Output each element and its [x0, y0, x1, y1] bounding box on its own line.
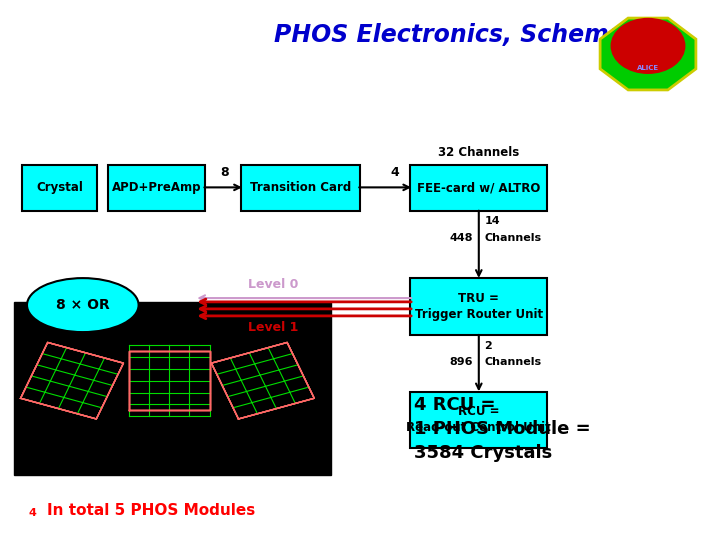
FancyBboxPatch shape: [410, 392, 547, 448]
Text: RCU =
Read-out Control Unit: RCU = Read-out Control Unit: [406, 406, 552, 434]
FancyBboxPatch shape: [108, 165, 205, 211]
Text: Transition Card: Transition Card: [250, 181, 351, 194]
Text: In total 5 PHOS Modules: In total 5 PHOS Modules: [47, 503, 255, 518]
Text: Channels: Channels: [485, 233, 541, 242]
Text: Crystal: Crystal: [36, 181, 83, 194]
Text: 8 × OR: 8 × OR: [56, 298, 109, 312]
Text: ALICE: ALICE: [637, 64, 659, 71]
Text: APD+PreAmp: APD+PreAmp: [112, 181, 202, 194]
Text: 2: 2: [485, 341, 492, 350]
FancyBboxPatch shape: [241, 165, 360, 211]
FancyBboxPatch shape: [22, 165, 97, 211]
Circle shape: [611, 18, 685, 74]
Text: 8: 8: [220, 166, 229, 179]
Text: Level 1: Level 1: [248, 321, 299, 334]
FancyBboxPatch shape: [410, 165, 547, 211]
Text: FEE-card w/ ALTRO: FEE-card w/ ALTRO: [417, 181, 541, 194]
Text: 14: 14: [485, 217, 500, 226]
Text: PHOS Electronics, Schematic: PHOS Electronics, Schematic: [274, 23, 658, 47]
Text: Level 0: Level 0: [248, 278, 299, 291]
Text: 896: 896: [449, 357, 473, 367]
Text: 4 RCU =
1 PHOS Module =
3584 Crystals: 4 RCU = 1 PHOS Module = 3584 Crystals: [414, 396, 590, 462]
Text: TRU =
Trigger Router Unit: TRU = Trigger Router Unit: [415, 292, 543, 321]
Text: 448: 448: [449, 233, 473, 242]
Text: 4: 4: [29, 508, 37, 518]
FancyBboxPatch shape: [410, 278, 547, 335]
Ellipse shape: [27, 278, 139, 332]
Text: Channels: Channels: [485, 357, 541, 367]
Text: 32 Channels: 32 Channels: [438, 146, 519, 159]
Text: 4: 4: [390, 166, 399, 179]
FancyBboxPatch shape: [14, 302, 331, 475]
